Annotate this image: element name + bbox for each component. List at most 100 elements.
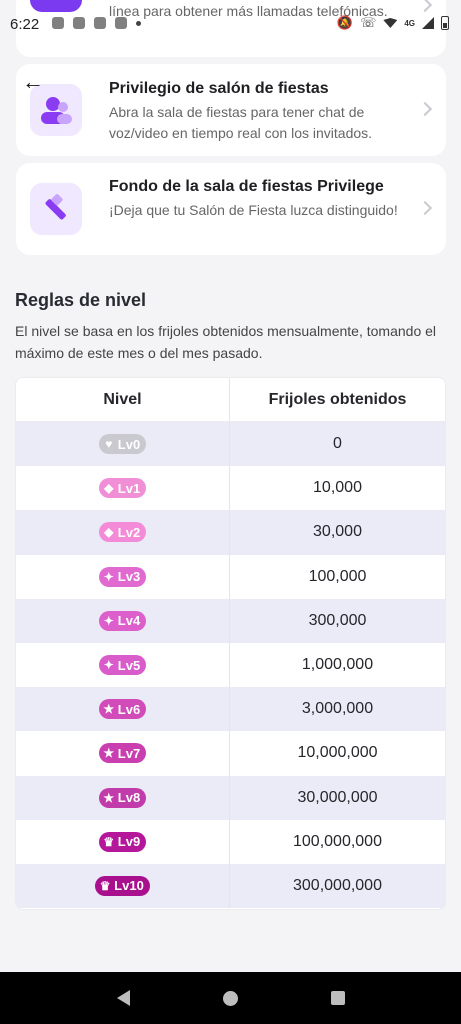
header-beans: Frijoles obtenidos xyxy=(268,390,407,408)
header-level: Nivel xyxy=(16,378,230,421)
status-right-icons: 🔕 ☏ 4G xyxy=(337,15,449,31)
table-row: ✦ Lv4 300,000 xyxy=(16,598,445,643)
level-badge: ★ Lv6 xyxy=(98,699,147,720)
level-cell: ◆ Lv1 xyxy=(16,466,230,511)
sparkle-icon: ✦ xyxy=(103,569,114,584)
level-label: Lv3 xyxy=(117,569,141,585)
hand-notification-icon xyxy=(115,17,127,29)
app-notification-icon xyxy=(94,17,106,29)
wifi-icon xyxy=(383,18,398,28)
diamond-icon: ◆ xyxy=(104,481,114,496)
table-row: ★ Lv8 30,000,000 xyxy=(16,775,445,820)
privilege-card-party-room[interactable]: Privilegio de salón de fiestas Abra la s… xyxy=(16,64,446,156)
privilege-card-party-background[interactable]: Fondo de la sala de fiestas Privilege ¡D… xyxy=(16,163,446,255)
star-icon: ★ xyxy=(103,746,115,761)
page-bottom-space xyxy=(0,910,461,972)
star-icon: ★ xyxy=(103,790,115,805)
table-row: ★ Lv6 3,000,000 xyxy=(16,687,445,732)
level-badge: ★ Lv7 xyxy=(98,743,147,764)
level-badge: ◆ Lv1 xyxy=(98,478,147,499)
level-cell: ✦ Lv4 xyxy=(16,598,230,643)
nav-back-icon[interactable] xyxy=(116,990,130,1006)
beans-cell: 0 xyxy=(333,435,342,453)
table-row: ♥ Lv0 0 xyxy=(16,422,445,467)
table-row: ♛ Lv9 100,000,000 xyxy=(16,819,445,864)
chevron-right-icon xyxy=(417,200,433,216)
level-label: Lv6 xyxy=(117,701,141,717)
level-cell: ★ Lv6 xyxy=(16,687,230,732)
table-row: ◆ Lv2 30,000 xyxy=(16,510,445,555)
table-row: ★ Lv7 10,000,000 xyxy=(16,731,445,776)
cast-notification-icon xyxy=(73,17,85,29)
beans-cell: 300,000 xyxy=(308,611,367,629)
card-description: línea para obtener más llamadas telefóni… xyxy=(109,3,388,19)
level-badge: ◆ Lv2 xyxy=(98,522,147,543)
diamond-icon: ◆ xyxy=(104,525,114,540)
chevron-right-icon xyxy=(417,101,433,117)
mute-icon: 🔕 xyxy=(336,15,354,30)
nav-home-icon[interactable] xyxy=(222,990,238,1006)
card-title: Fondo de la sala de fiestas Privilege xyxy=(109,178,384,195)
level-label: Lv9 xyxy=(117,834,141,850)
beans-cell: 300,000,000 xyxy=(293,876,382,894)
level-cell: ✦ Lv5 xyxy=(16,642,230,688)
table-header-row: Nivel Frijoles obtenidos xyxy=(16,378,445,422)
level-label: Lv10 xyxy=(114,878,144,894)
call-icon: ☏ xyxy=(360,15,377,30)
more-notifications-dot xyxy=(136,21,141,26)
level-cell: ♥ Lv0 xyxy=(16,422,230,467)
chat-notification-icon xyxy=(52,17,64,29)
nav-recents-icon[interactable] xyxy=(330,991,345,1005)
status-time: 6:22 xyxy=(10,16,40,33)
battery-icon xyxy=(441,16,449,30)
crown-icon: ♛ xyxy=(103,834,115,849)
level-cell: ◆ Lv2 xyxy=(16,510,230,555)
beans-cell: 10,000 xyxy=(313,479,362,497)
table-body: ♥ Lv0 0 ◆ Lv1 10,000 ◆ Lv2 30,000 ✦ Lv3 100,000 ✦ Lv4… xyxy=(16,422,445,909)
level-cell: ♛ Lv10 xyxy=(16,863,230,909)
level-badge: ♥ Lv0 xyxy=(98,434,147,455)
level-label: Lv4 xyxy=(117,613,141,629)
level-rules-description: El nivel se basa en los frijoles obtenid… xyxy=(15,323,437,361)
level-badge: ★ Lv8 xyxy=(98,787,147,808)
level-label: Lv1 xyxy=(117,480,141,496)
heart-icon: ♥ xyxy=(105,437,113,452)
notification-icons xyxy=(52,17,141,29)
sparkle-icon: ✦ xyxy=(103,658,114,673)
background-brush-icon xyxy=(30,183,82,235)
beans-cell: 1,000,000 xyxy=(301,656,374,674)
status-bar: 6:22 🔕 ☏ 4G xyxy=(0,0,461,48)
card-title: Privilegio de salón de fiestas xyxy=(109,80,329,97)
level-label: Lv8 xyxy=(117,790,141,806)
level-label: Lv7 xyxy=(117,745,141,761)
level-cell: ★ Lv8 xyxy=(16,775,230,820)
level-label: Lv0 xyxy=(117,436,141,452)
beans-cell: 100,000 xyxy=(308,567,367,585)
level-badge: ♛ Lv10 xyxy=(95,875,150,896)
calls-privilege-icon xyxy=(30,0,82,12)
level-cell: ✦ Lv3 xyxy=(16,554,230,599)
star-icon: ★ xyxy=(103,702,115,717)
level-label: Lv2 xyxy=(117,524,141,540)
table-row: ◆ Lv1 10,000 xyxy=(16,466,445,511)
party-room-icon xyxy=(30,84,82,136)
privilege-card-calls[interactable]: línea para obtener más llamadas telefóni… xyxy=(16,0,446,57)
level-badge: ✦ Lv5 xyxy=(98,655,147,676)
level-cell: ★ Lv7 xyxy=(16,731,230,776)
crown-icon: ♛ xyxy=(99,878,111,893)
beans-cell: 3,000,000 xyxy=(301,700,374,718)
signal-icon xyxy=(422,17,434,29)
level-table: Nivel Frijoles obtenidos ♥ Lv0 0 ◆ Lv1 10,000… xyxy=(15,377,446,910)
table-row: ♛ Lv10 300,000,000 xyxy=(16,863,445,909)
beans-cell: 100,000,000 xyxy=(293,832,382,850)
card-description: ¡Deja que tu Salón de Fiesta luzca disti… xyxy=(109,202,398,218)
table-row: ✦ Lv3 100,000 xyxy=(16,554,445,599)
back-arrow-icon[interactable]: ← xyxy=(22,69,44,94)
network-type-label: 4G xyxy=(404,18,415,28)
level-badge: ✦ Lv3 xyxy=(98,566,147,587)
table-row: ✦ Lv5 1,000,000 xyxy=(16,642,445,688)
sparkle-icon: ✦ xyxy=(103,613,114,628)
level-label: Lv5 xyxy=(117,657,141,673)
level-badge: ♛ Lv9 xyxy=(98,831,147,852)
beans-cell: 10,000,000 xyxy=(297,744,378,762)
